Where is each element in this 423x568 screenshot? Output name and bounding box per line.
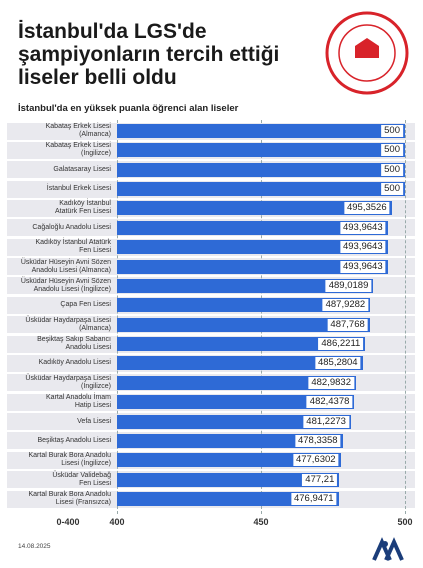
category-label: Kabataş Erkek Lisesi (Almanca)	[45, 123, 111, 138]
x-tick-label: 500	[397, 517, 413, 527]
grid-line	[117, 120, 118, 514]
category-label: Kartal Burak Bora Anadolu Lisesi (Fransı…	[28, 491, 112, 506]
value-label: 477,6302	[292, 454, 339, 467]
bar	[117, 375, 356, 390]
date: 14.08.2025	[18, 543, 51, 550]
bar	[117, 298, 371, 313]
category-label: Kabataş Erkek Lisesi (İngilizce)	[45, 142, 111, 158]
value-label: 500	[381, 183, 403, 196]
bar	[117, 472, 340, 487]
value-label: 500	[381, 144, 403, 157]
category-label: Beşiktaş Anadolu Lisesi	[37, 436, 111, 444]
value-label: 482,9832	[308, 376, 354, 389]
bar	[117, 259, 388, 274]
value-label: 489,0189	[325, 279, 372, 292]
bar	[117, 453, 341, 468]
bar	[117, 124, 405, 138]
category-label: Vefa Lisesi	[77, 417, 111, 425]
category-label: Beşiktaş Sakıp Sabancı Anadolu Lisesi	[37, 336, 111, 352]
category-label: Galatasaray Lisesi	[53, 165, 111, 173]
value-label: 485,2804	[314, 357, 361, 370]
value-label: 493,9643	[339, 260, 386, 273]
value-label: 477,21	[302, 473, 338, 486]
bar	[117, 317, 370, 332]
bar	[117, 240, 388, 255]
value-label: 486,2211	[318, 338, 364, 351]
category-label: Kadıköy İstanbul Atatürk Fen Lisesi	[54, 200, 111, 216]
logo	[325, 11, 409, 95]
value-label: 476,9471	[290, 493, 337, 505]
bar	[117, 337, 366, 352]
bar	[117, 414, 351, 429]
axis-break-label: 0-400	[56, 517, 80, 527]
bar	[117, 201, 392, 216]
value-label: 481,2273	[303, 415, 349, 428]
value-label: 487,9282	[322, 299, 369, 312]
bar	[117, 182, 405, 197]
grid-line	[261, 120, 262, 514]
category-label: Üsküdar Validebağ Fen Lisesi	[52, 471, 111, 487]
value-label: 500	[381, 125, 403, 137]
bar	[117, 278, 374, 293]
value-label: 482,4378	[306, 396, 353, 409]
value-label: 500	[381, 163, 403, 176]
x-tick-label: 400	[109, 517, 125, 527]
grid-line	[405, 120, 406, 514]
category-label: Çapa Fen Lisesi	[60, 301, 111, 309]
category-label: Kartal Anadolu İmam Hatip Lisesi	[46, 394, 111, 410]
value-label: 487,768	[327, 318, 368, 331]
category-label: Üsküdar Hüseyin Avni Sözen Anadolu Lises…	[20, 258, 111, 274]
category-label: Kadıköy İstanbul Atatürk Fen Lisesi	[35, 239, 112, 255]
category-label: Üsküdar Hüseyin Avni Sözen Anadolu Lises…	[20, 277, 111, 293]
category-label: Kartal Burak Bora Anadolu Lisesi (İngili…	[28, 452, 112, 468]
value-label: 478,3358	[294, 434, 341, 447]
bar	[117, 395, 355, 410]
category-label: İstanbul Erkek Lisesi	[46, 185, 111, 193]
bar	[117, 220, 388, 235]
title: İstanbul'da LGS'de şampiyonların tercih …	[18, 20, 280, 89]
bar	[117, 433, 343, 448]
value-label: 495,3526	[343, 202, 390, 215]
agency-logo	[372, 537, 404, 561]
subtitle: İstanbul'da en yüksek puanla öğrenci ala…	[18, 103, 239, 114]
category-label: Cağaloğlu Anadolu Lisesi	[32, 223, 111, 231]
bar	[117, 143, 405, 158]
x-tick-label: 450	[253, 517, 269, 527]
category-label: Üsküdar Haydarpaşa Lisesi (İngilizce)	[25, 374, 111, 390]
bar	[117, 356, 363, 371]
value-label: 493,9643	[339, 221, 386, 234]
chart: Kabataş Erkek Lisesi (Almanca) 500 Kabataş…	[7, 120, 415, 527]
value-label: 493,9643	[339, 241, 386, 254]
category-label: Üsküdar Haydarpaşa Lisesi (Almanca)	[25, 316, 111, 332]
bar	[117, 162, 405, 177]
category-label: Kadıköy Anadolu Lisesi	[38, 359, 111, 367]
bar	[117, 492, 339, 506]
